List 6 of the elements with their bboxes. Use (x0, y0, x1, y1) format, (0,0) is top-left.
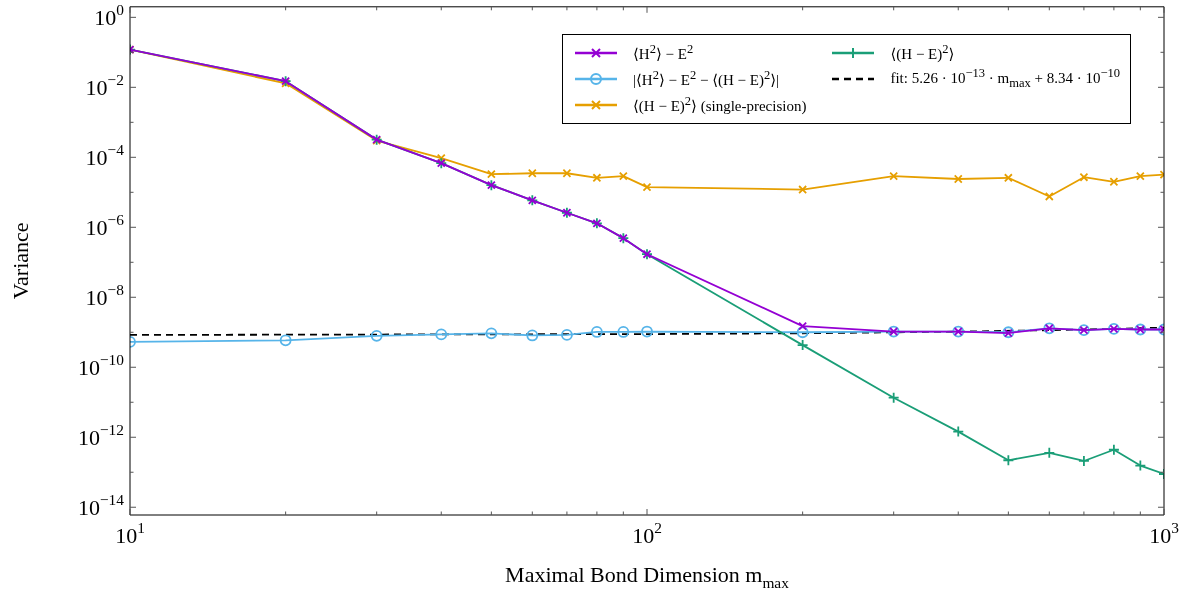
legend-label: |⟨H$^{2}$⟩ − E$^{2}$ − ⟨(H − E)$^{2}$⟩| (633, 68, 780, 90)
legend-label: ⟨(H − E)$^{2}$⟩ (single-precision) (633, 94, 807, 116)
legend-label: ⟨(H − E)$^{2}$⟩ (890, 42, 955, 64)
legend-label: fit: 5.26 · 10$^{−13}$ · m$_{max}$ + 8.34 · 10$^{−10}$ (890, 66, 1120, 92)
legend-label: ⟨H$^{2}$⟩ − E$^{2}$ (633, 42, 694, 64)
y-axis-title: Variance (8, 222, 33, 300)
